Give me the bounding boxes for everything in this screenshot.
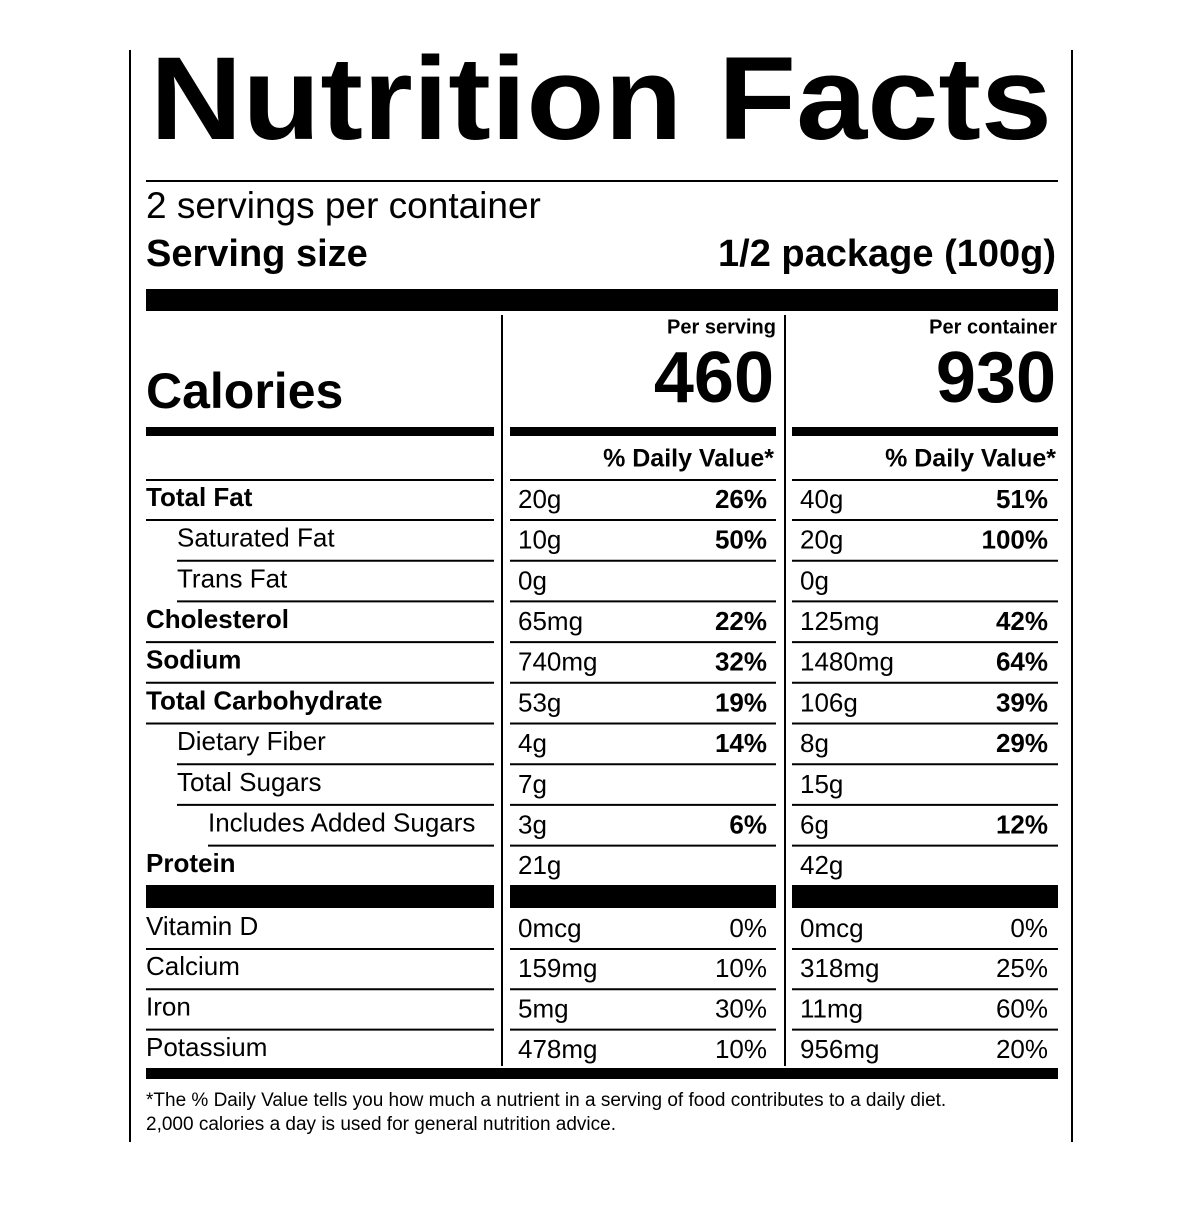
daily-value: 14% (715, 728, 767, 758)
daily-value-header: % Daily Value* (885, 445, 1056, 473)
daily-value: 60% (996, 993, 1048, 1023)
calories-per-container: 930 (936, 338, 1056, 418)
nutrient-name: Calcium (146, 951, 240, 981)
medium-bar (510, 427, 776, 436)
amount: 0g (518, 565, 547, 595)
amount: 15g (800, 769, 843, 799)
calories-label: Calories (146, 363, 343, 419)
amount: 40g (800, 484, 843, 514)
nutrient-name: Potassium (146, 1032, 267, 1062)
thick-bar (792, 885, 1058, 908)
nutrient-name: Dietary Fiber (177, 726, 326, 756)
amount: 8g (800, 728, 829, 758)
title: Nutrition Facts (150, 33, 1052, 165)
amount: 478mg (518, 1034, 598, 1064)
amount: 159mg (518, 953, 598, 983)
calories-per-serving: 460 (654, 338, 774, 418)
thick-bar (146, 289, 1058, 311)
daily-value: 51% (996, 484, 1048, 514)
nutrient-name: Saturated Fat (177, 523, 335, 553)
nutrient-name: Total Sugars (177, 767, 322, 797)
daily-value: 0% (1010, 913, 1048, 943)
daily-value: 64% (996, 647, 1048, 677)
amount: 0mcg (518, 913, 582, 943)
daily-value: 42% (996, 606, 1048, 636)
serving-size-value: 1/2 package (100g) (718, 233, 1056, 275)
nutrient-name: Total Fat (146, 482, 253, 512)
amount: 21g (518, 850, 561, 880)
daily-value: 10% (715, 1034, 767, 1064)
amount: 7g (518, 769, 547, 799)
amount: 1480mg (800, 647, 894, 677)
amount: 53g (518, 687, 561, 717)
amount: 4g (518, 728, 547, 758)
daily-value: 20% (996, 1034, 1048, 1064)
amount: 65mg (518, 606, 583, 636)
amount: 956mg (800, 1034, 880, 1064)
daily-value: 0% (729, 913, 767, 943)
thick-bar (146, 885, 494, 908)
daily-value: 12% (996, 809, 1048, 839)
daily-value: 10% (715, 953, 767, 983)
thick-bar (510, 885, 776, 908)
footnote: 2,000 calories a day is used for general… (146, 1114, 616, 1135)
amount: 20g (518, 484, 561, 514)
serving-size-label: Serving size (146, 233, 368, 275)
daily-value: 50% (715, 525, 767, 555)
medium-bar (792, 427, 1058, 436)
nutrient-name: Cholesterol (146, 604, 289, 634)
amount: 125mg (800, 606, 880, 636)
daily-value: 39% (996, 687, 1048, 717)
daily-value: 32% (715, 647, 767, 677)
daily-value: 29% (996, 728, 1048, 758)
amount: 0mcg (800, 913, 864, 943)
daily-value: 26% (715, 484, 767, 514)
amount: 6g (800, 809, 829, 839)
nutrient-name: Vitamin D (146, 911, 258, 941)
amount: 0g (800, 565, 829, 595)
amount: 42g (800, 850, 843, 880)
nutrient-name: Includes Added Sugars (208, 807, 475, 837)
footnote: *The % Daily Value tells you how much a … (146, 1090, 946, 1111)
nutrient-name: Trans Fat (177, 563, 288, 593)
amount: 5mg (518, 993, 569, 1023)
medium-bar (146, 427, 494, 436)
nutrient-name: Total Carbohydrate (146, 685, 382, 715)
nutrient-name: Protein (146, 848, 236, 878)
amount: 3g (518, 809, 547, 839)
amount: 740mg (518, 647, 598, 677)
column-header: Per serving (667, 316, 776, 338)
amount: 318mg (800, 953, 880, 983)
bottom-bar (146, 1068, 1058, 1079)
daily-value: 30% (715, 993, 767, 1023)
daily-value: 19% (715, 687, 767, 717)
nutrient-name: Sodium (146, 645, 241, 675)
nutrient-name: Iron (146, 991, 191, 1021)
amount: 11mg (800, 993, 863, 1023)
daily-value-header: % Daily Value* (603, 445, 774, 473)
amount: 20g (800, 525, 843, 555)
daily-value: 100% (982, 525, 1049, 555)
amount: 106g (800, 687, 858, 717)
daily-value: 25% (996, 953, 1048, 983)
daily-value: 22% (715, 606, 767, 636)
amount: 10g (518, 525, 561, 555)
daily-value: 6% (729, 809, 767, 839)
servings-per-container: 2 servings per container (146, 185, 541, 226)
column-header: Per container (929, 316, 1057, 338)
